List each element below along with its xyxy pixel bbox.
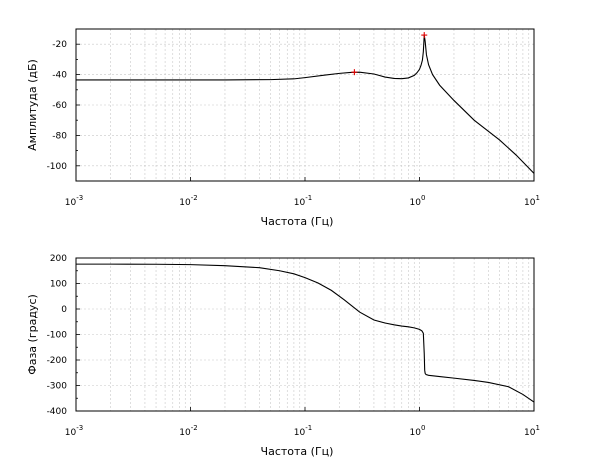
phase-x-tick-label: 10-1 <box>294 424 312 438</box>
phase-x-tick-label: 101 <box>524 424 540 438</box>
phase-x-tick-label: 10-3 <box>65 424 83 438</box>
magnitude-y-tick-label: -80 <box>52 131 67 141</box>
magnitude-peak-marker <box>351 69 358 76</box>
phase-y-tick-label: 200 <box>50 254 67 264</box>
magnitude-panel: -20 -40 -60 -80 -100 10-3 10-2 10-1 100 101 Частот… <box>26 28 540 228</box>
magnitude-x-tick-label: 101 <box>524 194 540 208</box>
magnitude-x-tick-label: 10-1 <box>294 194 312 208</box>
magnitude-x-axis-label: Частота (Гц) <box>261 215 334 228</box>
magnitude-x-tick-label: 100 <box>410 194 426 208</box>
phase-x-tick-label: 100 <box>410 424 426 438</box>
magnitude-x-tick-label: 10-3 <box>65 194 83 208</box>
magnitude-y-tick-label: -20 <box>52 40 67 50</box>
magnitude-y-tick-label: -100 <box>47 162 68 172</box>
phase-y-tick-label: -100 <box>47 331 68 341</box>
magnitude-y-tick-label: -60 <box>52 101 67 111</box>
magnitude-y-axis-label: Амплитуда (дБ) <box>26 59 39 151</box>
phase-x-tick-label: 10-2 <box>179 424 197 438</box>
phase-series-line <box>76 263 535 403</box>
phase-panel: 200 100 0 -100 -200 -300 -400 10-3 10-2 10-1 100 10… <box>26 254 540 458</box>
phase-y-axis-label: Фаза (градус) <box>26 294 39 375</box>
phase-y-tick-label: 0 <box>61 305 67 315</box>
magnitude-peak-marker <box>421 32 428 39</box>
phase-y-tick-label: -300 <box>47 382 68 392</box>
phase-y-tick-label: -200 <box>47 356 68 366</box>
magnitude-series-line <box>76 34 535 174</box>
phase-x-axis-label: Частота (Гц) <box>261 445 334 458</box>
magnitude-y-tick-label: -40 <box>52 71 67 81</box>
phase-y-tick-label: 100 <box>50 280 67 290</box>
magnitude-x-tick-label: 10-2 <box>179 194 197 208</box>
phase-y-tick-label: -400 <box>47 407 68 417</box>
